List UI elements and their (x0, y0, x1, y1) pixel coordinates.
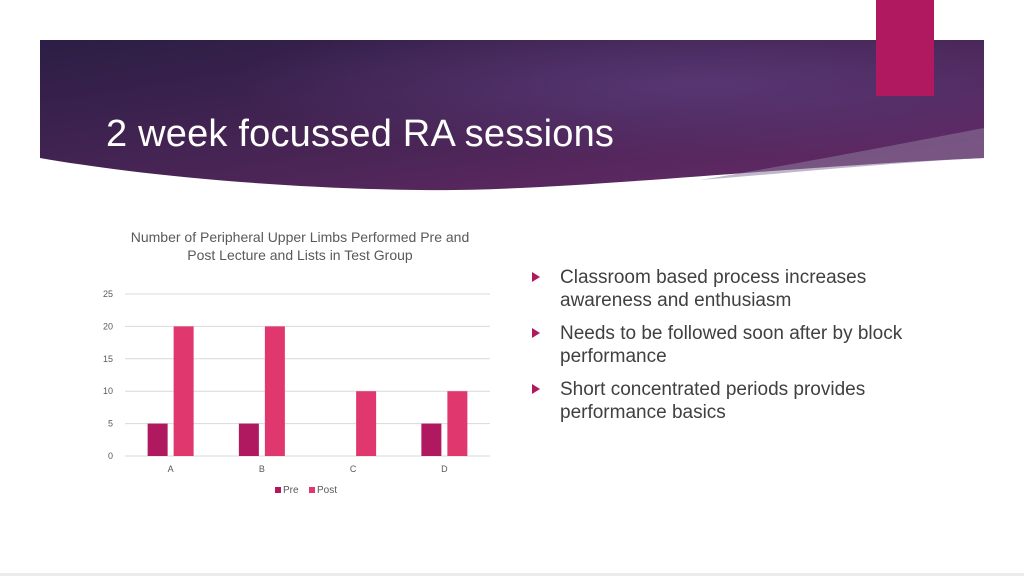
triangle-bullet-icon (532, 328, 540, 338)
legend-label: Pre (283, 485, 299, 496)
chart-title: Number of Peripheral Upper Limbs Perform… (130, 229, 470, 263)
y-tick-label: 25 (103, 289, 113, 299)
x-tick-label: C (350, 464, 357, 474)
x-tick-label: A (168, 464, 174, 474)
bar-post (264, 326, 285, 456)
title-banner (40, 40, 984, 191)
legend-swatch (309, 487, 315, 493)
bar-post (356, 391, 377, 456)
legend-label: Post (317, 485, 337, 496)
triangle-bullet-icon (532, 384, 540, 394)
bullet-item: Short concentrated periods provides perf… (530, 378, 950, 424)
bottom-divider (0, 573, 1024, 576)
triangle-bullet-icon (532, 272, 540, 282)
bar-chart: 0 5 10 15 20 25 A B C D Pre Post (103, 289, 490, 496)
bar-pre (421, 423, 442, 456)
y-tick-label: 5 (108, 419, 113, 429)
bullet-text: Short concentrated periods provides perf… (560, 379, 866, 423)
bullet-text: Classroom based process increases awaren… (560, 267, 867, 311)
slide-title: 2 week focussed RA sessions (106, 113, 615, 156)
bullet-item: Classroom based process increases awaren… (530, 266, 950, 312)
y-tick-label: 20 (103, 321, 113, 331)
bar-pre (238, 423, 259, 456)
bar-post (447, 391, 468, 456)
bar-pre (147, 423, 168, 456)
x-tick-label: B (259, 464, 265, 474)
bullet-list: Classroom based process increases awaren… (530, 266, 950, 434)
bullet-item: Needs to be followed soon after by block… (530, 322, 950, 368)
bullet-text: Needs to be followed soon after by block… (560, 323, 903, 367)
y-tick-label: 10 (103, 386, 113, 396)
x-tick-label: D (441, 464, 448, 474)
y-tick-label: 15 (103, 354, 113, 364)
bar-post (173, 326, 194, 456)
y-tick-label: 0 (108, 451, 113, 461)
legend-swatch (275, 487, 281, 493)
accent-tab (876, 0, 934, 96)
